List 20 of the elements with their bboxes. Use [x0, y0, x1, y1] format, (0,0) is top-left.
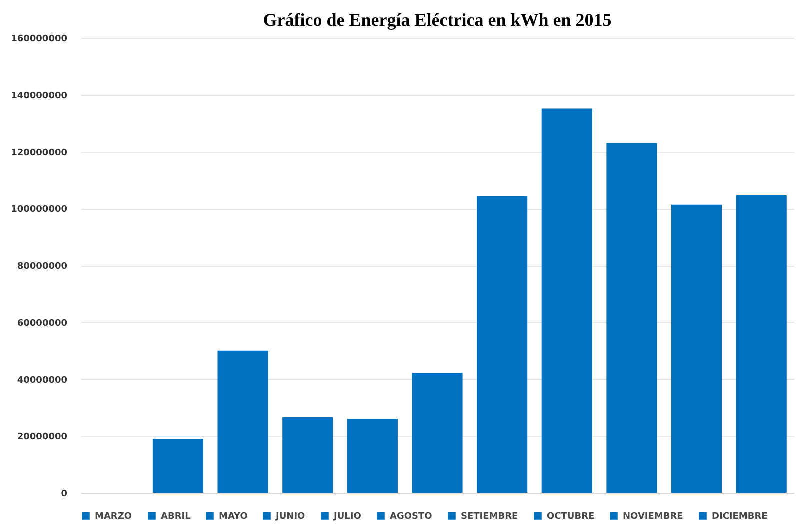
- legend-label: ABRIL: [161, 512, 192, 522]
- legend-label: JUNIO: [275, 512, 306, 522]
- legend-label: SETIEMBRE: [461, 512, 518, 522]
- legend-label: NOVIEMBRE: [623, 512, 684, 522]
- chart-title: Gráfico de Energía Eléctrica en kWh en 2015: [263, 10, 612, 30]
- legend-label: MARZO: [95, 512, 132, 522]
- legend-label: DICIEMBRE: [712, 512, 768, 522]
- y-tick-label: 160000000: [11, 34, 68, 44]
- y-tick-label: 40000000: [17, 376, 68, 386]
- legend-label: AGOSTO: [390, 512, 433, 522]
- y-tick-label: 140000000: [11, 91, 68, 102]
- legend-label: OCTUBRE: [547, 512, 595, 522]
- y-tick-label: 120000000: [11, 148, 68, 158]
- y-tick-label: 60000000: [17, 318, 68, 329]
- y-tick-label: 100000000: [11, 205, 68, 216]
- y-tick-label: 0: [61, 490, 68, 500]
- legend-label: MAYO: [219, 512, 248, 522]
- y-tick-label: 80000000: [17, 262, 68, 272]
- legend-label: JULIO: [333, 512, 362, 522]
- y-tick-label: 20000000: [17, 432, 68, 443]
